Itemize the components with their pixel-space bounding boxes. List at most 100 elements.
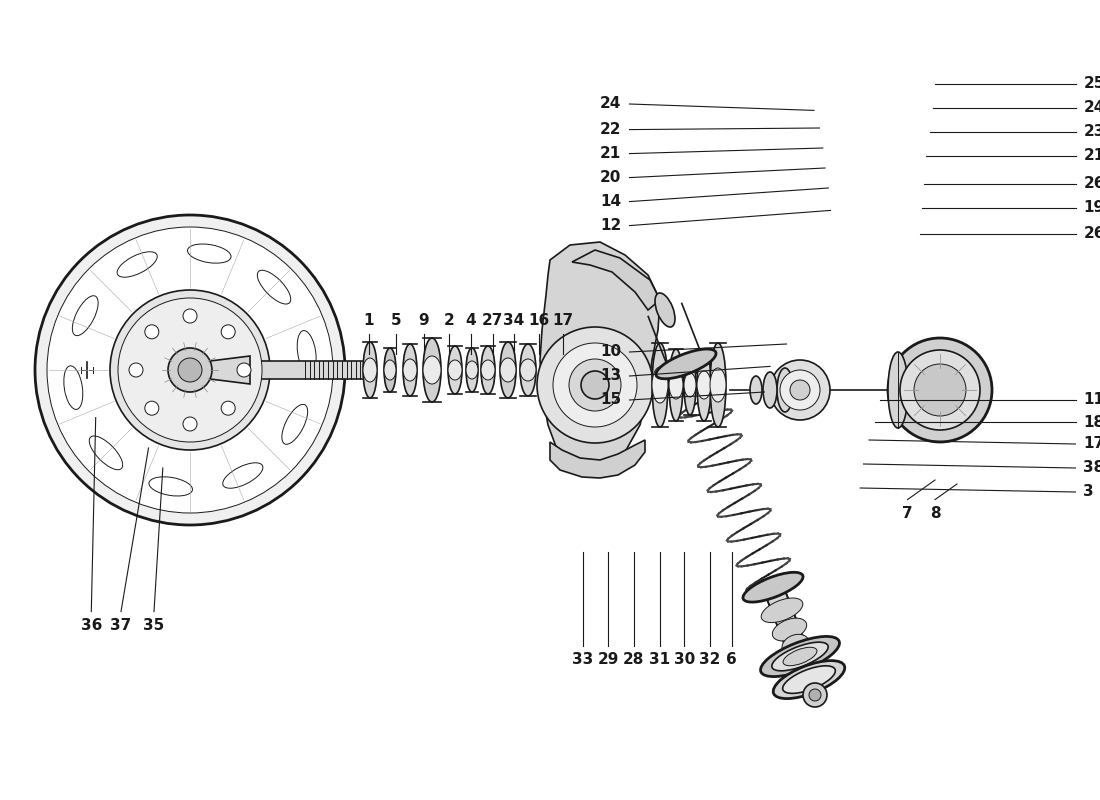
Ellipse shape xyxy=(363,358,377,382)
Text: 20: 20 xyxy=(601,170,621,185)
Ellipse shape xyxy=(652,343,668,427)
Ellipse shape xyxy=(684,355,696,415)
Text: 16: 16 xyxy=(528,313,550,328)
Text: 6: 6 xyxy=(726,652,737,667)
Circle shape xyxy=(537,327,653,443)
Ellipse shape xyxy=(654,293,675,327)
Ellipse shape xyxy=(117,252,157,278)
Ellipse shape xyxy=(520,359,536,381)
Circle shape xyxy=(900,350,980,430)
Text: 5: 5 xyxy=(390,313,402,328)
Text: 34: 34 xyxy=(503,313,525,328)
Circle shape xyxy=(780,370,820,410)
Ellipse shape xyxy=(384,348,396,392)
Text: 13: 13 xyxy=(601,369,621,383)
Ellipse shape xyxy=(403,344,417,396)
Ellipse shape xyxy=(669,371,683,399)
Circle shape xyxy=(129,363,143,377)
Text: 18: 18 xyxy=(1084,415,1100,430)
Ellipse shape xyxy=(772,618,806,641)
Text: 27: 27 xyxy=(482,313,504,328)
Ellipse shape xyxy=(773,661,845,698)
Text: 25: 25 xyxy=(1084,77,1100,91)
Circle shape xyxy=(47,227,333,513)
Text: 11: 11 xyxy=(1084,393,1100,407)
Polygon shape xyxy=(210,356,250,384)
Text: 24: 24 xyxy=(601,97,621,111)
Ellipse shape xyxy=(669,349,683,421)
Ellipse shape xyxy=(481,360,495,380)
Text: 26: 26 xyxy=(1084,177,1100,191)
Ellipse shape xyxy=(783,666,835,694)
Ellipse shape xyxy=(384,360,396,380)
Circle shape xyxy=(178,358,202,382)
Circle shape xyxy=(569,359,622,411)
Ellipse shape xyxy=(750,376,762,404)
Polygon shape xyxy=(550,440,645,478)
Text: 24: 24 xyxy=(1084,101,1100,115)
Circle shape xyxy=(183,417,197,431)
Ellipse shape xyxy=(783,647,817,666)
Ellipse shape xyxy=(257,270,290,304)
Text: 31: 31 xyxy=(649,652,671,667)
Text: 23: 23 xyxy=(1084,125,1100,139)
Ellipse shape xyxy=(297,330,316,374)
Ellipse shape xyxy=(652,367,668,403)
Polygon shape xyxy=(572,250,660,310)
Ellipse shape xyxy=(89,436,123,470)
Text: 8: 8 xyxy=(930,506,940,521)
Ellipse shape xyxy=(466,348,478,392)
Text: 28: 28 xyxy=(623,652,645,667)
Circle shape xyxy=(168,348,212,392)
Circle shape xyxy=(790,380,810,400)
Circle shape xyxy=(808,689,821,701)
Ellipse shape xyxy=(424,338,441,402)
Circle shape xyxy=(581,371,609,399)
Circle shape xyxy=(118,298,262,442)
Text: 12: 12 xyxy=(601,218,621,233)
Text: 1: 1 xyxy=(363,313,374,328)
Text: 19: 19 xyxy=(1084,201,1100,215)
Text: 17: 17 xyxy=(552,313,574,328)
Text: 30: 30 xyxy=(673,652,695,667)
Text: 32: 32 xyxy=(698,652,720,667)
Ellipse shape xyxy=(742,572,803,602)
Ellipse shape xyxy=(403,359,417,381)
Ellipse shape xyxy=(222,462,263,488)
Text: 37: 37 xyxy=(110,618,132,633)
Text: 4: 4 xyxy=(465,313,476,328)
Ellipse shape xyxy=(888,352,907,428)
Ellipse shape xyxy=(187,244,231,263)
Circle shape xyxy=(145,325,158,339)
Text: 29: 29 xyxy=(597,652,619,667)
Ellipse shape xyxy=(481,346,495,394)
Ellipse shape xyxy=(710,343,726,427)
Ellipse shape xyxy=(761,598,803,622)
Ellipse shape xyxy=(363,342,377,398)
Text: 38: 38 xyxy=(1084,461,1100,475)
Ellipse shape xyxy=(148,477,192,496)
Text: 21: 21 xyxy=(601,146,621,161)
Ellipse shape xyxy=(684,373,696,397)
Ellipse shape xyxy=(772,642,828,671)
Circle shape xyxy=(221,325,235,339)
Circle shape xyxy=(145,401,158,415)
Circle shape xyxy=(35,215,345,525)
Ellipse shape xyxy=(500,358,516,382)
Text: 26: 26 xyxy=(1084,226,1100,241)
Ellipse shape xyxy=(448,346,462,394)
Circle shape xyxy=(110,290,270,450)
Ellipse shape xyxy=(697,371,711,399)
Ellipse shape xyxy=(282,404,308,444)
Text: 22: 22 xyxy=(600,122,621,137)
Text: 7: 7 xyxy=(902,506,913,521)
Ellipse shape xyxy=(697,349,711,421)
Text: 15: 15 xyxy=(601,393,621,407)
Ellipse shape xyxy=(760,637,839,677)
Circle shape xyxy=(803,683,827,707)
Ellipse shape xyxy=(782,634,808,655)
Circle shape xyxy=(834,663,844,673)
Text: 17: 17 xyxy=(1084,437,1100,451)
Ellipse shape xyxy=(466,361,478,379)
Text: 14: 14 xyxy=(601,194,621,209)
